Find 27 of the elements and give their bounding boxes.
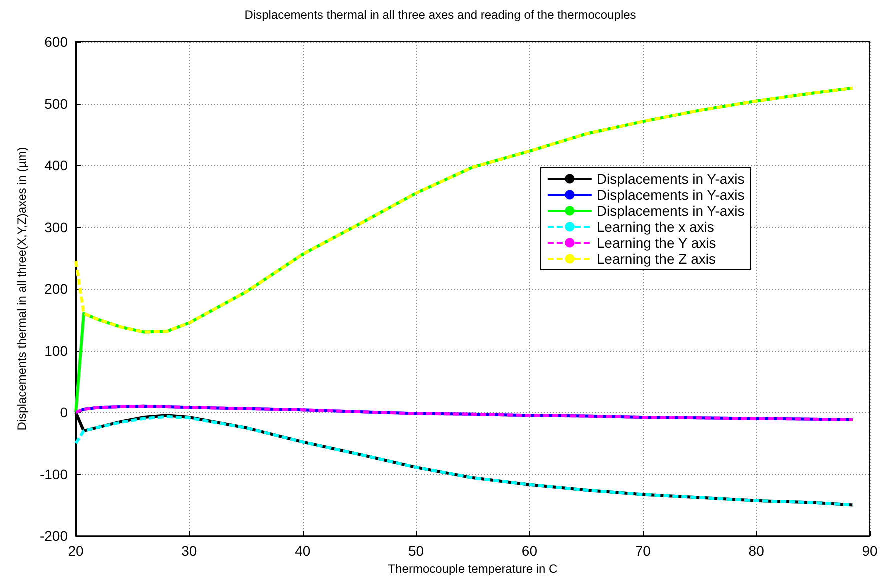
y-tick-label: 400 — [44, 158, 68, 174]
x-tick-label: 50 — [408, 543, 424, 560]
y-tick-label: 300 — [44, 219, 68, 236]
legend-label: Learning the x axis — [596, 219, 714, 235]
x-tick-label: 20 — [68, 543, 84, 560]
x-tick-label: 90 — [862, 543, 878, 560]
x-tick-label: 30 — [182, 543, 198, 560]
y-axis-title: Displacements thermal in all three(X,Y,Z)axes in (µm) — [15, 147, 29, 431]
chart-title: Displacements thermal in all three axes and reading of the thermocouples — [244, 8, 636, 22]
legend-label: Displacements in Y-axis — [596, 203, 745, 219]
x-tick-label: 40 — [295, 543, 311, 560]
y-tick-label: 500 — [44, 96, 68, 112]
legend-label: Learning the Z axis — [596, 251, 716, 267]
y-tick-label: 600 — [44, 34, 68, 50]
legend-label: Learning the Y axis — [596, 235, 716, 251]
y-tick-label: 100 — [44, 342, 68, 359]
legend-label: Displacements in Y-axis — [596, 187, 745, 203]
x-tick-label: 60 — [522, 543, 538, 560]
x-axis-title: Thermocouple temperature in C — [388, 562, 558, 576]
y-tick-label: 200 — [44, 281, 68, 298]
y-tick-label: -200 — [40, 528, 68, 544]
x-tick-label: 70 — [635, 543, 652, 560]
y-tick-label: 0 — [60, 404, 68, 421]
y-tick-label: -100 — [40, 466, 68, 482]
x-tick-label: 80 — [748, 543, 765, 560]
legend-label: Displacements in Y-axis — [596, 171, 745, 187]
line-series — [74, 86, 854, 334]
